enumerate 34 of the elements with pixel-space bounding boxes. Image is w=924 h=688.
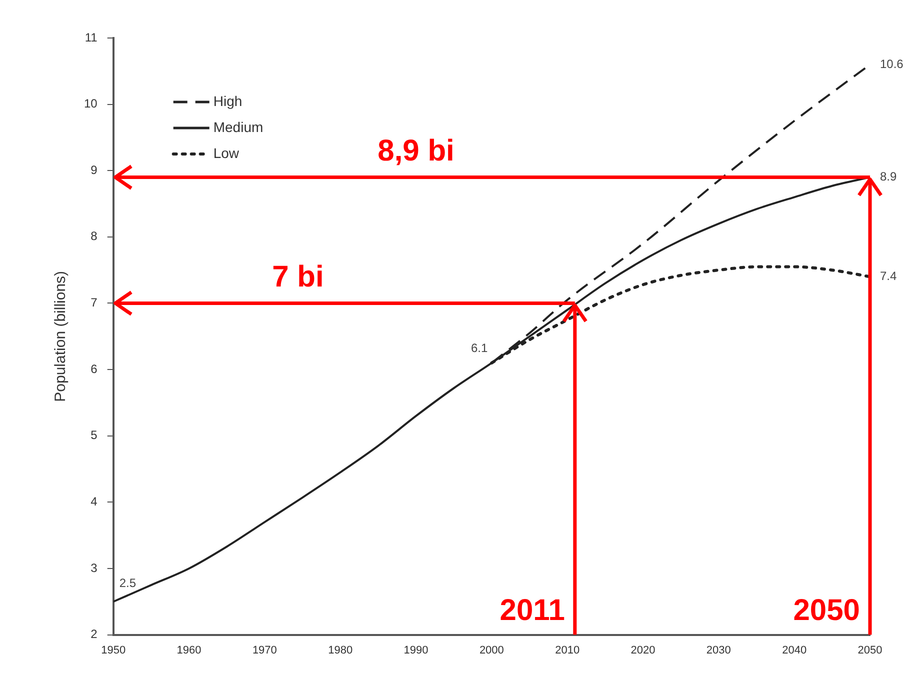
x-tick-label: 1970 bbox=[252, 644, 277, 656]
x-tick-label: 2010 bbox=[555, 644, 580, 656]
y-axis-title: Population (billions) bbox=[52, 270, 70, 402]
x-tick-label: 1960 bbox=[176, 644, 202, 656]
x-tick-label: 2020 bbox=[630, 644, 656, 656]
legend-label: Medium bbox=[213, 118, 264, 135]
data-label: 7.4 bbox=[880, 269, 898, 284]
y-tick-label: 8 bbox=[90, 229, 98, 244]
ref-line-label: 2011 bbox=[500, 594, 565, 628]
x-tick-label: 1990 bbox=[404, 644, 428, 656]
y-tick-label: 11 bbox=[84, 30, 98, 44]
ref-line-label: 8,9 bi bbox=[378, 134, 454, 168]
data-label: 2.5 bbox=[119, 576, 136, 590]
x-tick-label: 2050 bbox=[858, 644, 882, 656]
legend-label: High bbox=[213, 92, 242, 109]
y-tick-label: 10 bbox=[84, 96, 98, 111]
y-tick-label: 7 bbox=[90, 296, 98, 310]
y-tick-label: 3 bbox=[90, 560, 98, 575]
y-tick-label: 6 bbox=[90, 362, 98, 376]
x-tick-label: 2000 bbox=[479, 644, 504, 656]
ref-line-label: 2050 bbox=[793, 594, 860, 628]
y-tick-label: 4 bbox=[90, 494, 98, 508]
data-label: 8.9 bbox=[880, 170, 898, 184]
ref-line-label: 7 bi bbox=[272, 260, 324, 294]
data-label: 10.6 bbox=[880, 56, 904, 71]
y-tick-label: 2 bbox=[90, 627, 98, 642]
x-tick-label: 2040 bbox=[782, 644, 807, 656]
y-tick-label: 5 bbox=[90, 428, 98, 442]
x-tick-label: 1950 bbox=[101, 644, 126, 656]
x-tick-label: 1980 bbox=[328, 644, 353, 656]
legend-label: Low bbox=[213, 144, 240, 161]
x-tick-label: 2030 bbox=[706, 644, 731, 656]
data-label: 6.1 bbox=[470, 341, 488, 356]
y-tick-label: 9 bbox=[90, 162, 98, 177]
